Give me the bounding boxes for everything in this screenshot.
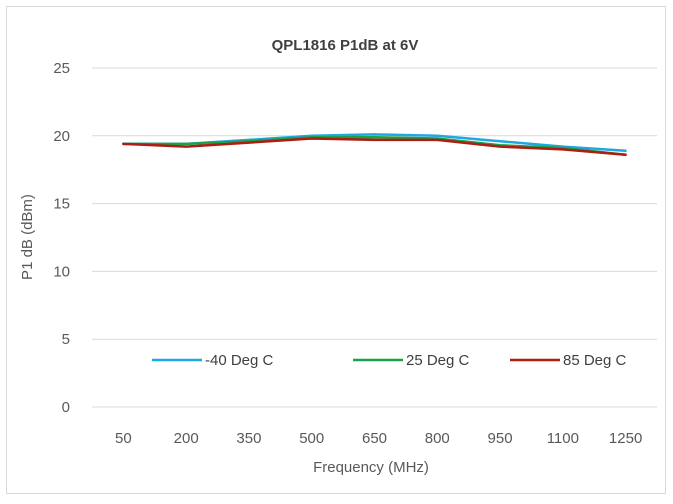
x-tick-label: 350 [236, 430, 261, 447]
x-tick-label: 200 [174, 430, 199, 447]
series-line-3 [122, 137, 627, 157]
x-tick-label: 50 [115, 430, 132, 447]
y-tick-label: 15 [53, 196, 70, 213]
y-tick-label: 25 [53, 60, 70, 77]
x-tick-label: 500 [299, 430, 324, 447]
series-lines [122, 133, 627, 157]
x-tick-label: 1250 [609, 430, 642, 447]
y-tick-label: 10 [53, 263, 70, 280]
x-axis-label: Frequency (MHz) [313, 459, 429, 476]
gridlines [92, 67, 657, 408]
legend-label: 85 Deg C [563, 352, 627, 369]
y-tick-labels: 0 5 10 15 20 25 [53, 60, 70, 416]
y-tick-label: 0 [62, 399, 70, 416]
x-tick-label: 1100 [547, 430, 579, 447]
legend-label: 25 Deg C [406, 352, 470, 369]
chart-title: QPL1816 P1dB at 6V [272, 37, 419, 54]
legend-label: -40 Deg C [205, 352, 274, 369]
x-tick-label: 800 [425, 430, 450, 447]
x-tick-labels: 50 200 350 500 650 800 950 1100 1250 [115, 430, 642, 447]
x-tick-label: 650 [362, 430, 387, 447]
y-tick-label: 20 [53, 128, 70, 145]
x-tick-label: 950 [488, 430, 513, 447]
chart-frame [6, 6, 666, 494]
y-axis-label: P1 dB (dBm) [19, 194, 36, 280]
series-line-2 [122, 135, 627, 157]
y-tick-label: 5 [62, 331, 70, 348]
legend: -40 Deg C 25 Deg C 85 Deg C [152, 352, 627, 369]
